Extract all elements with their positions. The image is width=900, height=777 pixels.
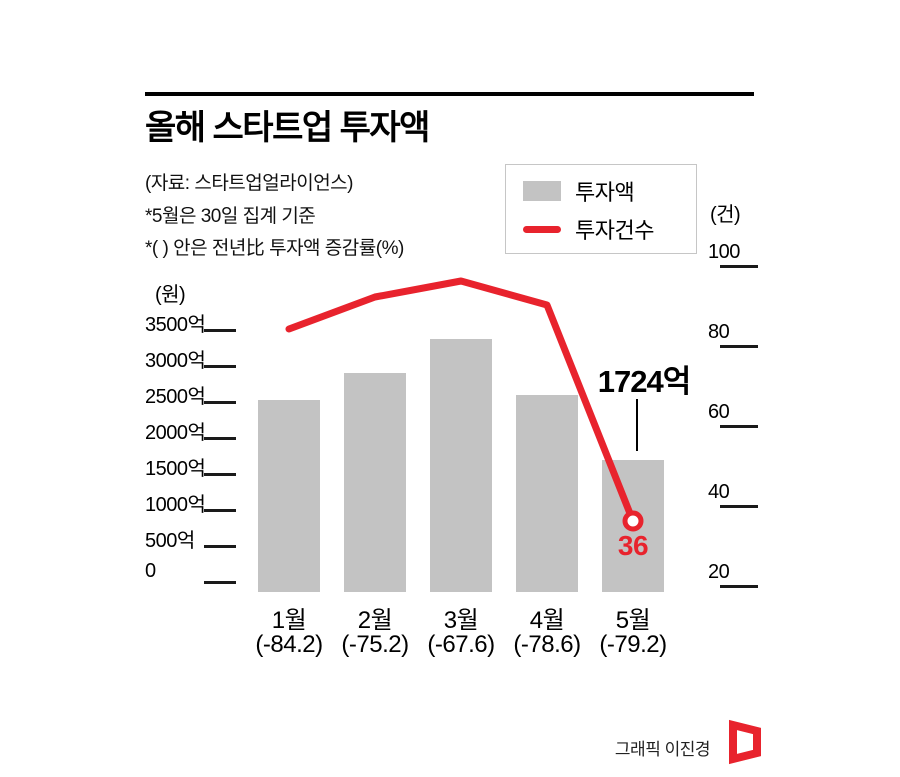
- right-axis-tick-mark: [720, 345, 758, 348]
- x-axis-label: 1월: [271, 607, 307, 634]
- x-axis-change-label: (-79.2): [599, 631, 667, 658]
- left-axis-tick-mark: [204, 329, 236, 332]
- footnote-change-rate: *( ) 안은 전년比 투자액 증감률(%): [145, 238, 404, 259]
- right-axis-tick-label: 20: [708, 561, 730, 583]
- x-axis-change-label: (-84.2): [255, 631, 323, 658]
- left-axis-tick-mark: [204, 401, 236, 404]
- left-axis-tick-mark: [204, 581, 236, 584]
- right-axis-unit-label: (건): [710, 204, 741, 226]
- legend-label-investment-amount: 투자액: [575, 180, 635, 205]
- source-note: (자료: 스타트업얼라이언스): [145, 173, 354, 194]
- x-axis-label: 4월: [529, 607, 565, 634]
- left-axis-tick-label: 2000억: [145, 422, 206, 444]
- x-axis-change-label: (-78.6): [513, 631, 581, 658]
- legend-item-investment-count: 투자건수: [523, 216, 654, 243]
- chart-title: 올해 스타트업 투자액: [145, 109, 430, 147]
- x-axis-label: 3월: [443, 607, 479, 634]
- x-axis-label: 2월: [357, 607, 393, 634]
- amount-callout: 1724억: [597, 364, 691, 399]
- legend-item-investment-amount: 투자액: [523, 178, 635, 205]
- right-axis-tick-mark: [720, 505, 758, 508]
- left-axis-tick-mark: [204, 509, 236, 512]
- right-axis-tick-mark: [720, 585, 758, 588]
- left-axis-tick-mark: [204, 545, 236, 548]
- left-axis-tick-label: 500억: [145, 530, 195, 552]
- right-axis-tick-label: 80: [708, 321, 730, 343]
- bar-2월: [344, 373, 406, 592]
- left-axis-tick-label: 3000억: [145, 350, 206, 372]
- left-axis-tick-mark: [204, 437, 236, 440]
- left-axis-tick-mark: [204, 473, 236, 476]
- footnote-aggregation: *5월은 30일 집계 기준: [145, 206, 316, 227]
- x-axis-change-label: (-67.6): [427, 631, 495, 658]
- right-axis-tick-label: 40: [708, 481, 730, 503]
- right-axis-tick-label: 60: [708, 401, 730, 423]
- top-rule: [145, 92, 754, 96]
- callout-connector-line: [636, 399, 638, 451]
- left-axis-tick-label: 2500억: [145, 386, 206, 408]
- bar-3월: [430, 339, 492, 592]
- left-axis-tick-label: 1500억: [145, 458, 206, 480]
- x-axis-label: 5월: [615, 607, 651, 634]
- left-axis-unit-label: (원): [155, 284, 186, 306]
- legend: 투자액 투자건수: [505, 164, 697, 254]
- bar-1월: [258, 399, 320, 592]
- bar-swatch-icon: [523, 181, 561, 201]
- right-axis-tick-mark: [720, 265, 758, 268]
- bar-5월: [602, 459, 664, 592]
- right-axis-tick-label: 100: [708, 241, 740, 263]
- left-axis-tick-label: 3500억: [145, 314, 206, 336]
- x-axis-change-label: (-75.2): [341, 631, 409, 658]
- right-axis-tick-mark: [720, 425, 758, 428]
- count-callout: 36: [617, 530, 649, 561]
- left-axis-tick-label: 1000억: [145, 494, 206, 516]
- graphic-credit: 그래픽 이진경: [614, 740, 711, 759]
- line-swatch-icon: [523, 225, 561, 233]
- bar-4월: [516, 395, 578, 592]
- left-axis-tick-label: 0: [145, 560, 156, 582]
- left-axis-tick-mark: [204, 365, 236, 368]
- legend-label-investment-count: 투자건수: [575, 218, 654, 243]
- publisher-logo-icon: [729, 719, 761, 765]
